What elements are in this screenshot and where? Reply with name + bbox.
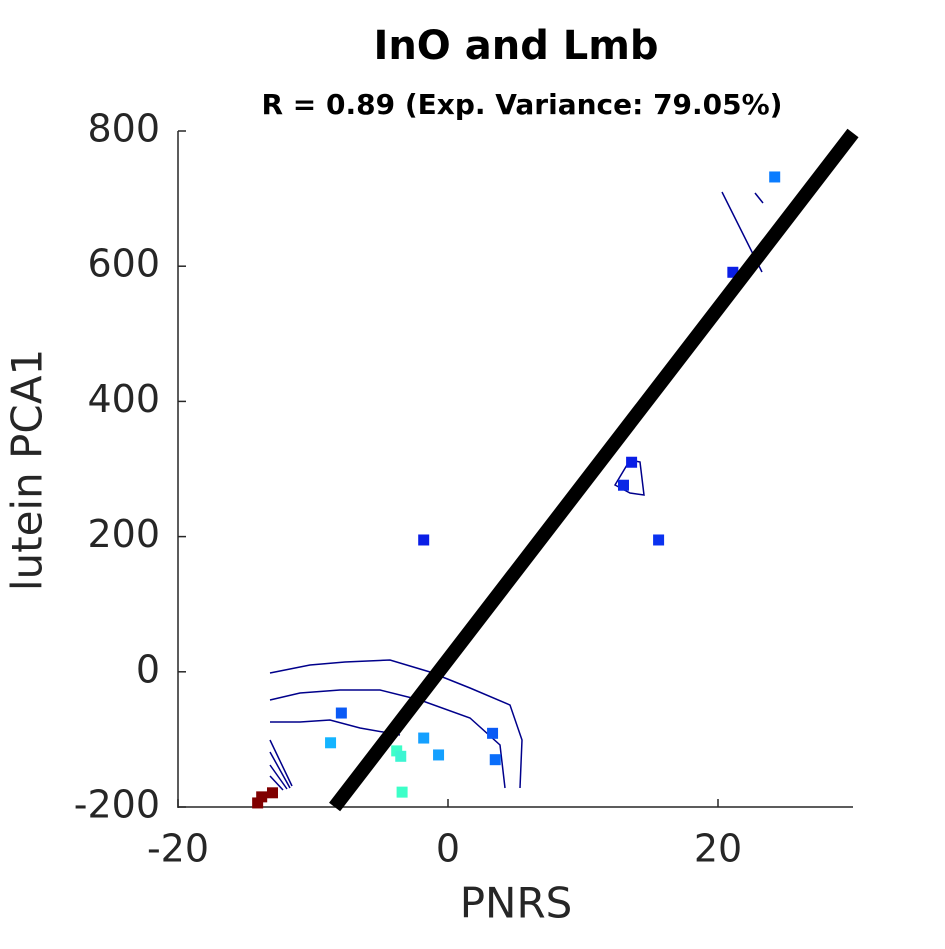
point: [418, 732, 430, 744]
point: [418, 534, 430, 546]
y-tick-label: -200: [74, 783, 160, 827]
point: [626, 456, 638, 468]
point: [256, 791, 268, 803]
point: [653, 534, 665, 546]
point: [487, 727, 499, 739]
contours: [269, 191, 764, 791]
point: [618, 479, 629, 491]
y-tick-label: 0: [136, 647, 160, 691]
y-tick-label: 200: [87, 512, 160, 556]
point: [325, 737, 337, 749]
point: [395, 750, 407, 762]
point: [489, 754, 501, 766]
point: [769, 171, 781, 183]
point: [396, 786, 408, 798]
y-tick-label: 400: [87, 377, 160, 421]
x-axis-label: PNRS: [460, 879, 573, 928]
x-tick-label: 20: [694, 827, 742, 871]
x-tick-label: -20: [147, 827, 209, 871]
x-tick-label: 0: [436, 827, 460, 871]
point: [252, 797, 264, 809]
y-tick-label: 600: [87, 242, 160, 286]
chart-title: InO and Lmb: [373, 23, 658, 69]
y-tick-label: 800: [87, 107, 160, 151]
point: [433, 749, 445, 761]
point: [727, 266, 739, 278]
fit-line: [329, 128, 859, 812]
point: [267, 787, 278, 799]
point: [335, 707, 347, 719]
chart-subtitle: R = 0.89 (Exp. Variance: 79.05%): [262, 88, 783, 121]
y-axis-label: lutein PCA1: [3, 349, 52, 591]
